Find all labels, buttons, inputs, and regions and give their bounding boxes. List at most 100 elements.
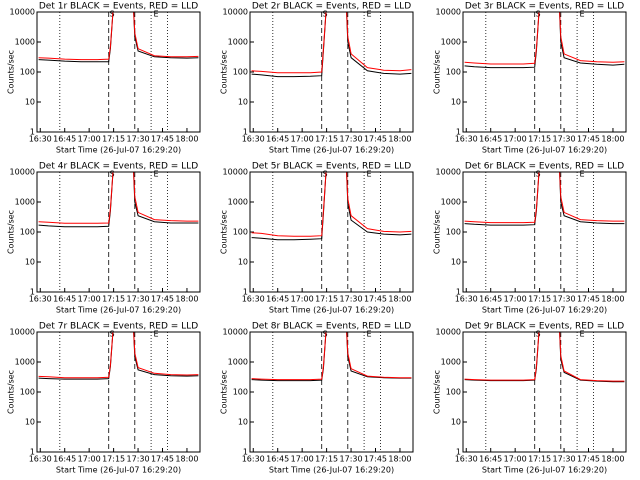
annotation: E bbox=[366, 330, 371, 339]
chart-title: Det 7r BLACK = Events, RED = LLD bbox=[39, 322, 198, 332]
panel: Det 7r BLACK = Events, RED = LLD Start Ti… bbox=[7, 322, 201, 475]
y-tick-label: 1000 bbox=[441, 358, 461, 367]
x-tick-label: 16:45 bbox=[53, 135, 76, 144]
x-tick-label: 16:30 bbox=[455, 295, 478, 304]
x-tick-label: 17:45 bbox=[364, 135, 387, 144]
chart-title: Det 1r BLACK = Events, RED = LLD bbox=[39, 2, 198, 12]
x-tick-label: 17:15 bbox=[528, 295, 551, 304]
x-tick-label: 17:45 bbox=[151, 135, 174, 144]
x-axis-label: Start Time (26-Jul-07 16:29:20) bbox=[269, 146, 394, 155]
x-tick-label: 18:00 bbox=[601, 295, 624, 304]
plot-frame bbox=[36, 331, 201, 453]
x-tick-label: 18:00 bbox=[175, 455, 198, 464]
chart-title: Det 2r BLACK = Events, RED = LLD bbox=[252, 2, 411, 12]
y-axis-label: Counts/sec bbox=[7, 370, 16, 414]
y-tick-label: 1000 bbox=[15, 358, 35, 367]
x-tick-label: 17:45 bbox=[364, 455, 387, 464]
x-tick-label: 17:30 bbox=[127, 455, 150, 464]
x-tick-label: 17:30 bbox=[340, 295, 363, 304]
y-tick-label: 10 bbox=[25, 258, 35, 267]
y-tick-label: 100 bbox=[446, 68, 461, 77]
y-tick-label: 100 bbox=[20, 388, 35, 397]
y-tick-label: 1000 bbox=[441, 38, 461, 47]
series-line bbox=[251, 12, 412, 74]
y-tick-label: 1 bbox=[243, 448, 248, 457]
y-tick-label: 10000 bbox=[223, 328, 248, 337]
y-tick-label: 1000 bbox=[228, 38, 248, 47]
y-tick-label: 1 bbox=[456, 448, 461, 457]
y-tick-label: 10 bbox=[25, 418, 35, 427]
x-axis-label: Start Time (26-Jul-07 16:29:20) bbox=[482, 466, 607, 475]
y-tick-label: 10 bbox=[238, 258, 248, 267]
plot-frame bbox=[249, 171, 414, 293]
y-tick-label: 10 bbox=[238, 418, 248, 427]
y-tick-label: 10000 bbox=[10, 328, 35, 337]
x-tick-label: 17:00 bbox=[291, 455, 314, 464]
annotation: E bbox=[366, 170, 371, 179]
series-line bbox=[464, 332, 625, 382]
x-tick-label: 16:45 bbox=[266, 455, 289, 464]
x-tick-label: 16:30 bbox=[455, 135, 478, 144]
series-line bbox=[251, 332, 412, 382]
annotation: S bbox=[535, 330, 540, 339]
panel: Det 9r BLACK = Events, RED = LLD Start Ti… bbox=[433, 322, 627, 475]
panel: Det 2r BLACK = Events, RED = LLD Start Ti… bbox=[220, 2, 414, 155]
y-tick-label: 1000 bbox=[15, 38, 35, 47]
plot-frame bbox=[249, 11, 414, 133]
y-axis-label: Counts/sec bbox=[433, 210, 442, 254]
panel: Det 3r BLACK = Events, RED = LLD Start Ti… bbox=[433, 2, 627, 155]
x-tick-label: 17:00 bbox=[78, 455, 101, 464]
x-tick-label: 17:45 bbox=[577, 295, 600, 304]
series-line bbox=[38, 12, 199, 61]
series-line bbox=[464, 172, 625, 226]
series-line bbox=[38, 332, 199, 379]
y-axis-label: Counts/sec bbox=[433, 50, 442, 94]
x-tick-label: 17:15 bbox=[315, 295, 338, 304]
x-tick-label: 18:00 bbox=[601, 135, 624, 144]
x-axis-label: Start Time (26-Jul-07 16:29:20) bbox=[56, 306, 181, 315]
x-tick-label: 16:45 bbox=[479, 135, 502, 144]
y-tick-label: 1000 bbox=[441, 198, 461, 207]
x-tick-label: 16:45 bbox=[479, 295, 502, 304]
y-tick-label: 10000 bbox=[436, 168, 461, 177]
y-tick-label: 1 bbox=[456, 128, 461, 137]
y-tick-label: 100 bbox=[233, 68, 248, 77]
x-tick-label: 17:15 bbox=[102, 455, 125, 464]
x-tick-label: 17:00 bbox=[504, 295, 527, 304]
series-line bbox=[464, 12, 625, 65]
y-tick-label: 10 bbox=[451, 98, 461, 107]
series-line bbox=[251, 12, 412, 78]
x-tick-label: 16:45 bbox=[266, 135, 289, 144]
x-tick-label: 17:15 bbox=[528, 455, 551, 464]
y-tick-label: 10000 bbox=[223, 168, 248, 177]
y-tick-label: 100 bbox=[446, 388, 461, 397]
annotation: E bbox=[366, 10, 371, 19]
x-tick-label: 17:15 bbox=[102, 135, 125, 144]
panel: Det 6r BLACK = Events, RED = LLD Start Ti… bbox=[433, 162, 627, 315]
series-line bbox=[251, 172, 412, 241]
panel: Det 4r BLACK = Events, RED = LLD Start Ti… bbox=[7, 162, 201, 315]
y-tick-label: 1000 bbox=[228, 198, 248, 207]
annotation: S bbox=[322, 170, 327, 179]
x-tick-label: 17:45 bbox=[577, 135, 600, 144]
chart-title: Det 9r BLACK = Events, RED = LLD bbox=[465, 322, 624, 332]
y-tick-label: 10 bbox=[25, 98, 35, 107]
y-tick-label: 1 bbox=[456, 288, 461, 297]
x-tick-label: 16:45 bbox=[266, 295, 289, 304]
x-axis-label: Start Time (26-Jul-07 16:29:20) bbox=[269, 466, 394, 475]
y-tick-label: 1 bbox=[30, 448, 35, 457]
y-tick-label: 100 bbox=[20, 228, 35, 237]
chart-title: Det 4r BLACK = Events, RED = LLD bbox=[39, 162, 198, 172]
x-tick-label: 16:30 bbox=[29, 295, 52, 304]
series-line bbox=[38, 12, 199, 63]
plot-frame bbox=[36, 11, 201, 133]
y-axis-label: Counts/sec bbox=[7, 50, 16, 94]
y-axis-label: Counts/sec bbox=[220, 210, 229, 254]
chart-title: Det 5r BLACK = Events, RED = LLD bbox=[252, 162, 411, 172]
x-tick-label: 17:30 bbox=[553, 455, 576, 464]
plot-frame bbox=[462, 171, 627, 293]
series-line bbox=[464, 12, 625, 69]
chart-title: Det 6r BLACK = Events, RED = LLD bbox=[465, 162, 624, 172]
y-tick-label: 10000 bbox=[436, 8, 461, 17]
